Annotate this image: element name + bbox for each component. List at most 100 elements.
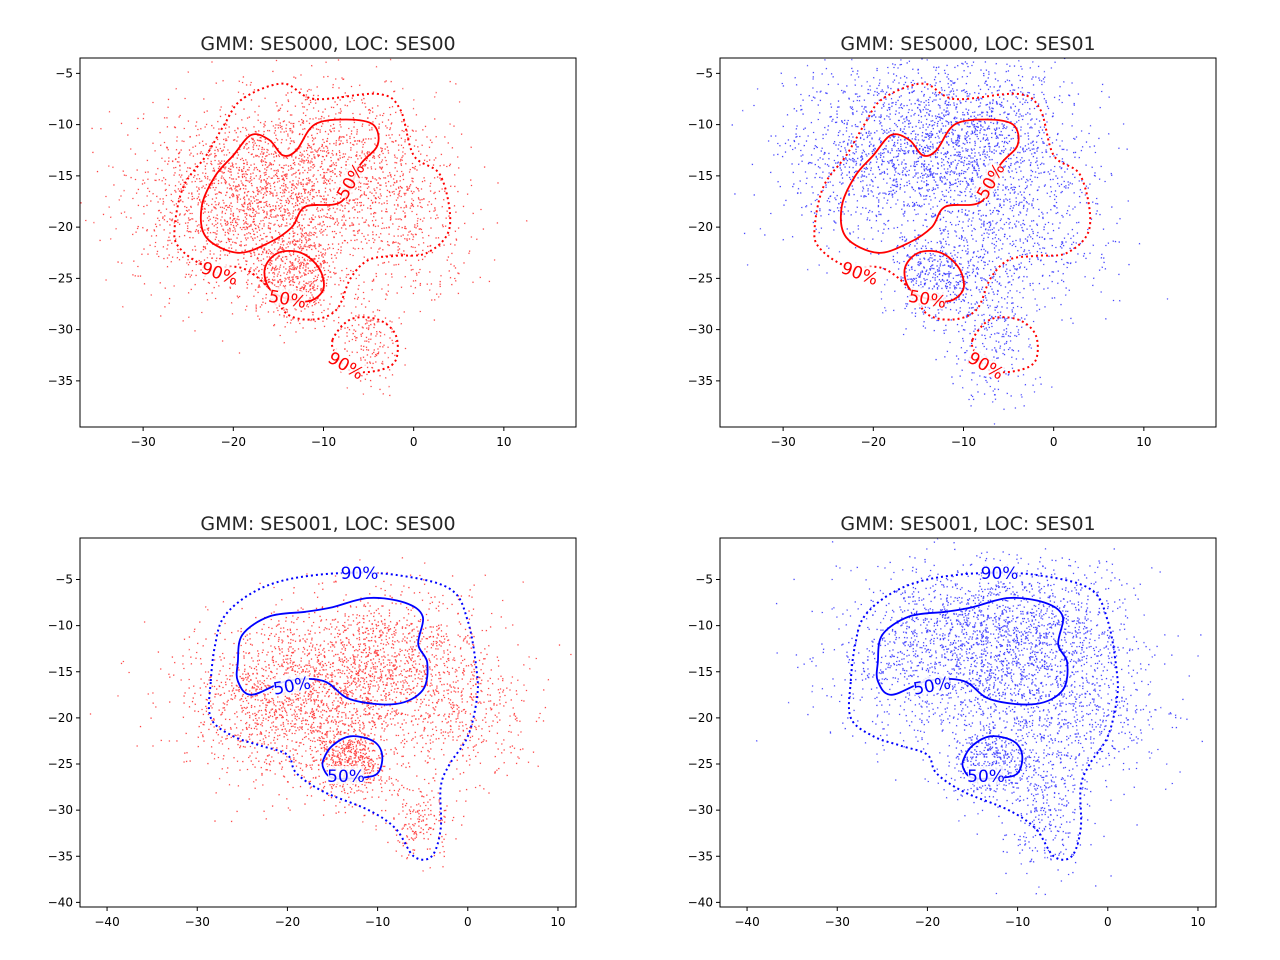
axes-frame — [719, 57, 1217, 428]
x-tick-label: 0 — [1104, 915, 1112, 929]
y-tick-label: −40 — [48, 895, 73, 909]
x-tick-label: 0 — [410, 435, 418, 449]
scatter-points — [80, 58, 528, 397]
scatter-point-markers — [731, 58, 1169, 425]
contour-label: 90% — [324, 348, 367, 384]
scatter-points — [755, 538, 1204, 896]
contour-90pct-dotted — [173, 82, 452, 321]
contour-label-bg — [341, 563, 378, 582]
scatter-point-markers — [755, 538, 1204, 896]
x-tick-label: −30 — [825, 915, 850, 929]
y-tick-label: −15 — [48, 169, 73, 183]
subplot-4: GMM: SES001, LOC: SES01 90% 50% 50% −40 −30 −2… — [688, 513, 1217, 929]
contour-50pct-solid — [839, 118, 1020, 254]
contour-label: 90% — [341, 564, 379, 584]
subplot-3: GMM: SES001, LOC: SES00 90% 50% 50% −40 −30 −2… — [48, 513, 577, 929]
contour-label: 50% — [907, 287, 948, 313]
contour-label: 90% — [964, 348, 1007, 384]
y-tick-label: −20 — [688, 711, 713, 725]
scatter-point-markers — [80, 58, 528, 397]
axes-frame — [79, 537, 577, 908]
contour-label: 90% — [838, 258, 880, 290]
contour-50pct-solid — [321, 735, 384, 780]
y-tick-label: −30 — [48, 323, 73, 337]
x-tick-label: 10 — [1190, 915, 1205, 929]
contour-label-bg — [272, 672, 312, 697]
x-tick-label: 0 — [1050, 435, 1058, 449]
y-tick-label: −20 — [48, 220, 73, 234]
y-tick-label: −35 — [688, 374, 713, 388]
y-tick-label: −25 — [48, 271, 73, 285]
y-tick-label: −5 — [695, 66, 713, 80]
contour-label: 50% — [333, 160, 369, 203]
contour-90pct-dotted — [847, 571, 1119, 861]
contour-label-bg — [972, 160, 1007, 201]
y-tick-label: −15 — [688, 169, 713, 183]
x-tick-label: −10 — [311, 435, 336, 449]
y-tick-label: −10 — [48, 118, 73, 132]
contour-90pct-dotted — [330, 316, 399, 374]
y-tick-label: −25 — [688, 271, 713, 285]
y-tick-label: −30 — [688, 323, 713, 337]
scatter-points — [731, 58, 1169, 425]
y-tick-label: −15 — [48, 665, 73, 679]
x-tick-label: −30 — [130, 435, 155, 449]
contour-label-bg — [912, 672, 952, 697]
scatter-point-markers — [89, 556, 572, 872]
contour-label-bg — [200, 257, 241, 287]
y-tick-label: −5 — [695, 573, 713, 587]
y-tick-label: −35 — [48, 849, 73, 863]
x-tick-label: 10 — [496, 435, 511, 449]
y-tick-label: −10 — [688, 619, 713, 633]
x-tick-label: −20 — [915, 915, 940, 929]
contour-label-bg — [840, 257, 881, 287]
x-tick-label: −10 — [365, 915, 390, 929]
contour-label: 50% — [272, 673, 313, 699]
contour-90pct-dotted — [207, 571, 479, 861]
contour-label: 90% — [981, 564, 1019, 584]
contour-label: 50% — [967, 767, 1005, 787]
x-tick-label: −10 — [951, 435, 976, 449]
contour-label-bg — [326, 347, 367, 382]
y-tick-label: −25 — [48, 757, 73, 771]
subplot-title: GMM: SES000, LOC: SES00 — [200, 33, 455, 55]
subplot-title: GMM: SES001, LOC: SES00 — [200, 513, 455, 535]
x-tick-label: 0 — [464, 915, 472, 929]
scatter-points — [89, 556, 572, 872]
contour-label-bg — [332, 160, 367, 201]
x-tick-label: 10 — [1136, 435, 1151, 449]
contour-label: 50% — [912, 673, 953, 699]
contour-label-bg — [908, 285, 947, 310]
contour-label: 50% — [327, 767, 365, 787]
y-tick-label: −15 — [688, 665, 713, 679]
y-tick-label: −25 — [688, 757, 713, 771]
x-tick-label: −40 — [94, 915, 119, 929]
contour-50pct-solid — [961, 735, 1024, 780]
contour-label-bg — [966, 347, 1007, 382]
x-tick-label: −30 — [185, 915, 210, 929]
y-tick-label: −20 — [48, 711, 73, 725]
y-tick-label: −30 — [48, 803, 73, 817]
axes-frame — [719, 537, 1217, 908]
y-tick-label: −10 — [48, 619, 73, 633]
y-tick-label: −10 — [688, 118, 713, 132]
contour-label-bg — [268, 285, 307, 310]
x-tick-label: −20 — [861, 435, 886, 449]
y-tick-label: −40 — [688, 895, 713, 909]
contour-label-bg — [981, 563, 1018, 582]
x-tick-label: −40 — [734, 915, 759, 929]
contour-90pct-dotted — [970, 316, 1039, 374]
x-tick-label: 10 — [550, 915, 565, 929]
x-tick-label: −20 — [275, 915, 300, 929]
x-tick-label: −10 — [1005, 915, 1030, 929]
y-tick-label: −30 — [688, 803, 713, 817]
x-tick-label: −20 — [221, 435, 246, 449]
contour-50pct-solid — [199, 118, 380, 254]
y-tick-label: −35 — [48, 374, 73, 388]
y-tick-label: −5 — [55, 66, 73, 80]
contour-90pct-dotted — [813, 82, 1092, 321]
y-tick-label: −35 — [688, 849, 713, 863]
